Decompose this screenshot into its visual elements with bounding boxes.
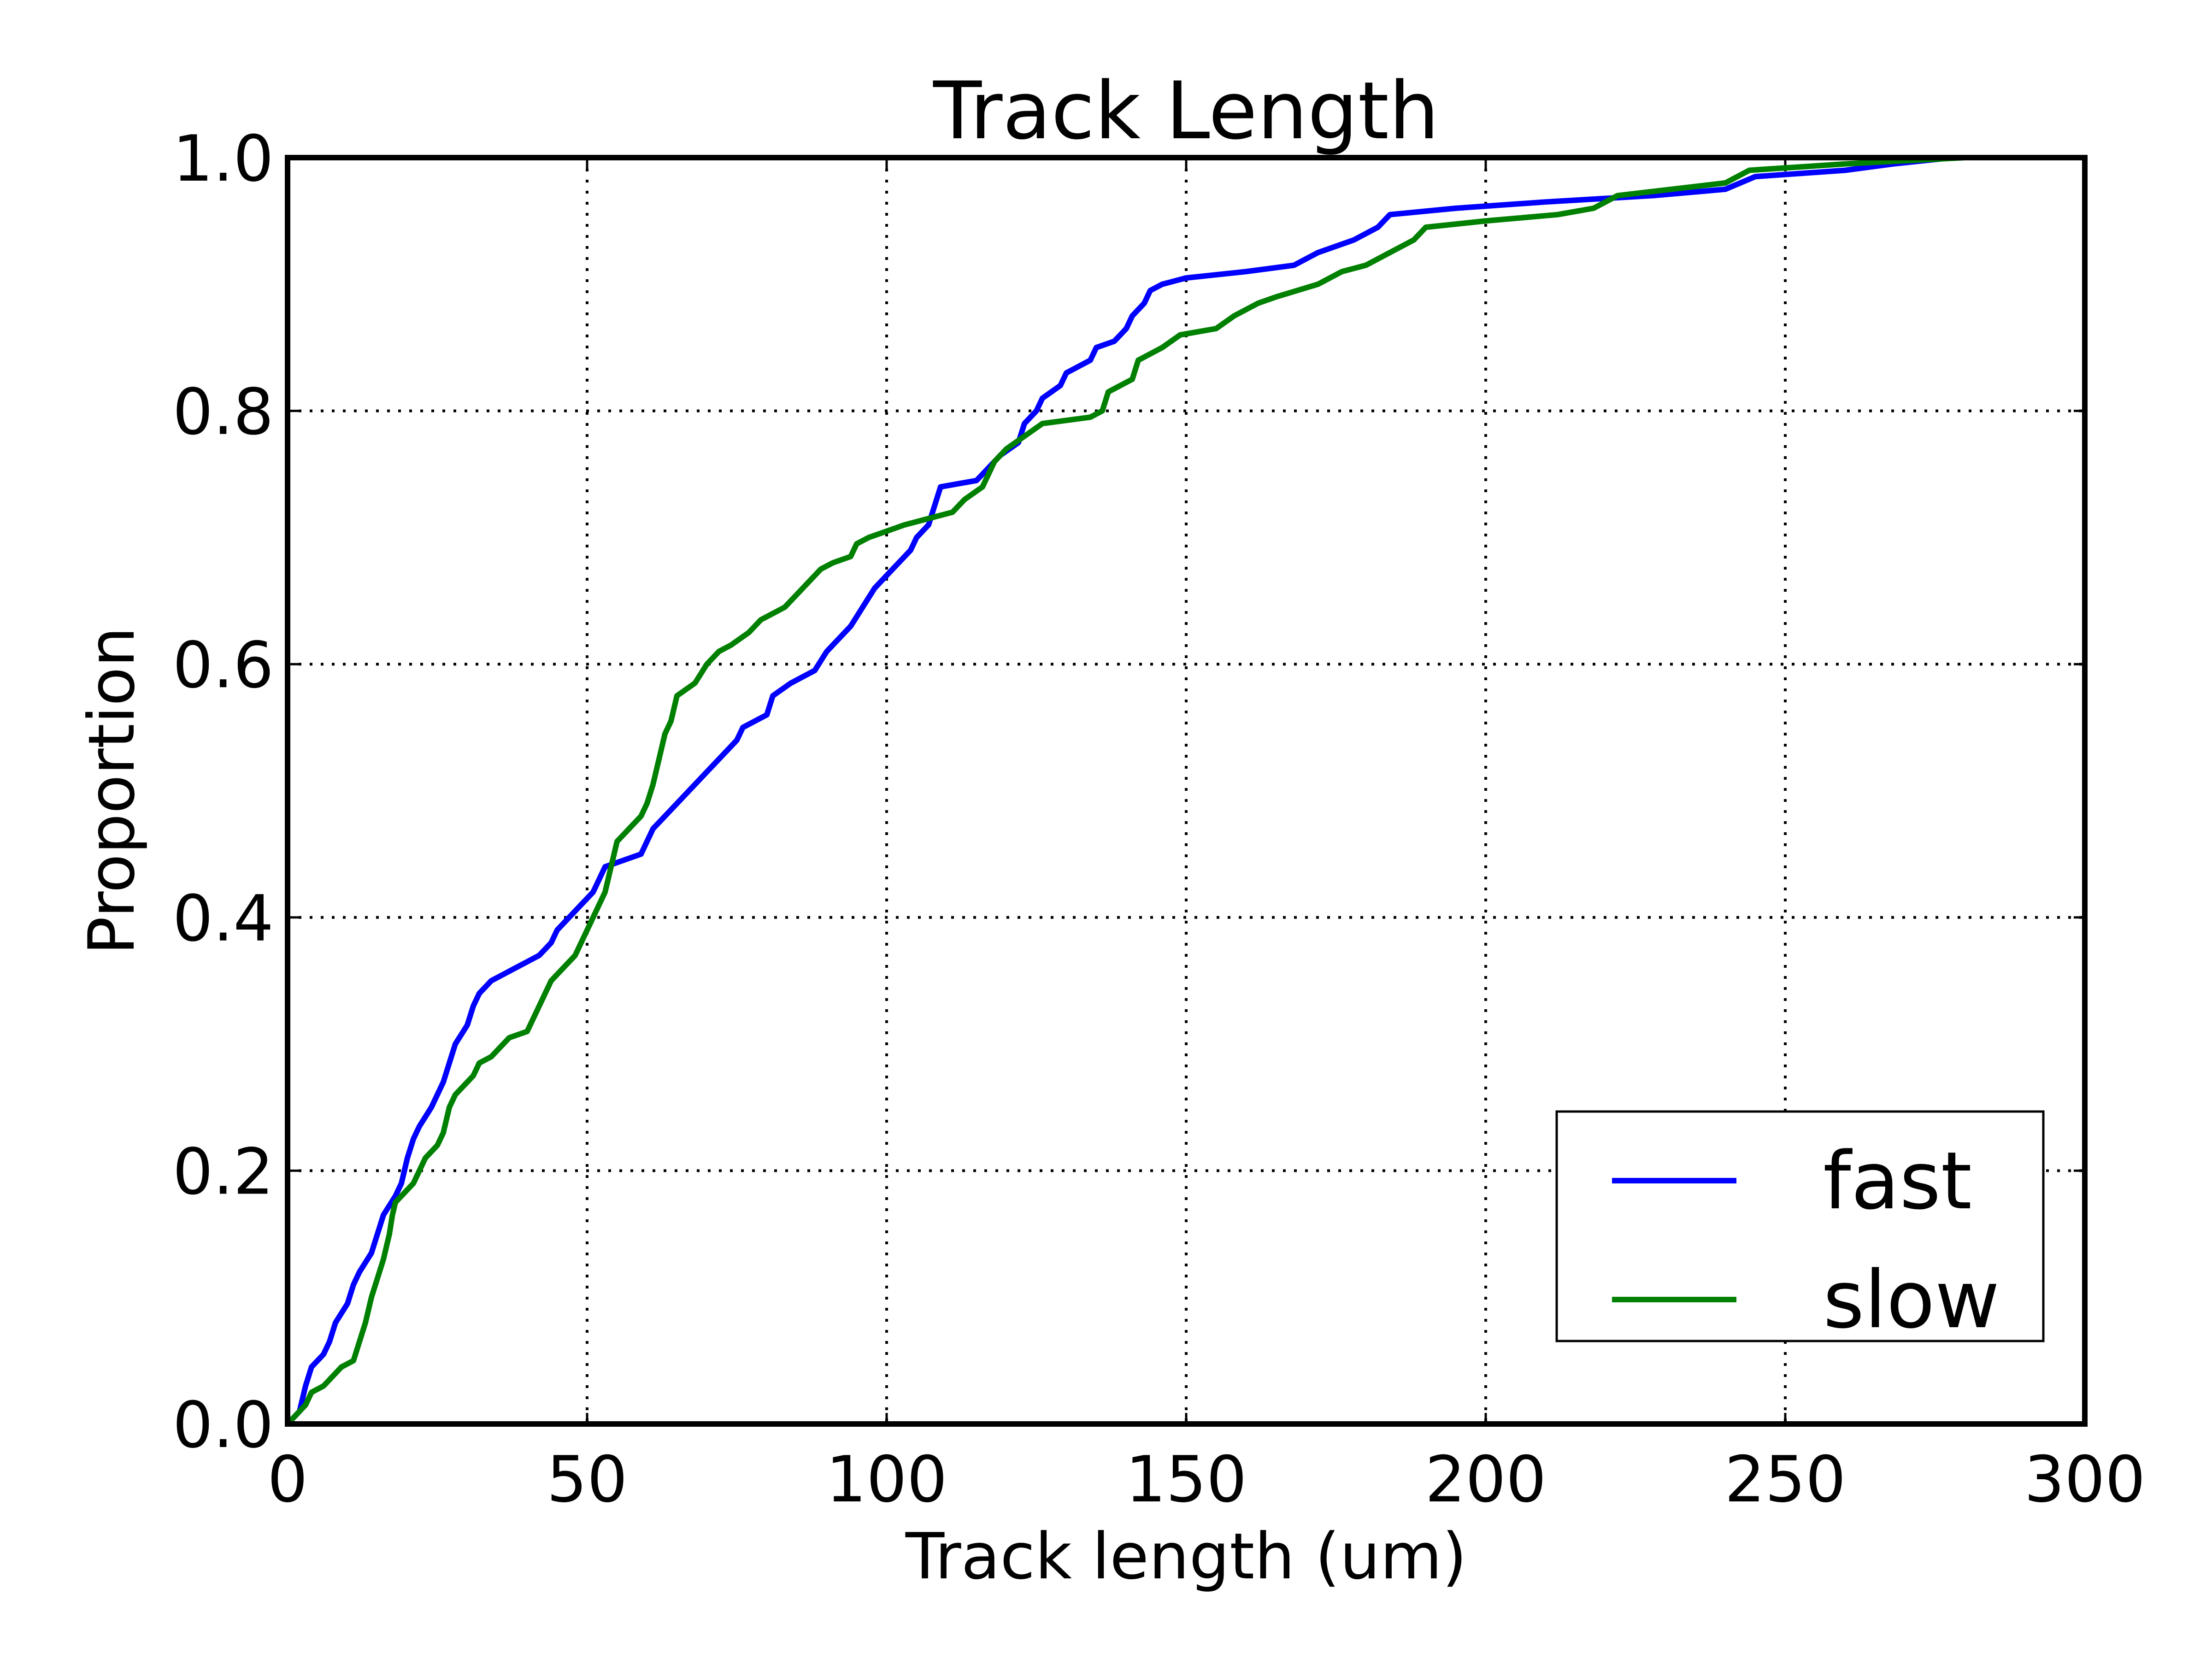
legend-box [1555, 1110, 2045, 1342]
x-tick-label: 100 [826, 1442, 947, 1517]
plot-frame [285, 155, 2088, 1427]
y-tick-label: 0.8 [173, 375, 274, 449]
x-tick-label: 250 [1724, 1442, 1846, 1517]
y-tick-label: 0.0 [173, 1388, 274, 1462]
legend-label-slow: slow [1823, 1253, 2000, 1346]
series-lines [285, 155, 1968, 1427]
x-tick-label: 150 [1125, 1442, 1247, 1517]
x-tick-label: 200 [1425, 1442, 1546, 1517]
legend-label-fast: fast [1823, 1135, 1972, 1227]
grid-lines [288, 158, 2085, 1424]
y-axis-label: Proportion [75, 627, 149, 955]
x-tick-label: 300 [2024, 1442, 2145, 1517]
y-tick-label: 0.2 [173, 1135, 274, 1209]
x-tick-label: 50 [547, 1442, 628, 1517]
y-tick-labels: 0.0 0.2 0.4 0.6 0.8 1.0 [173, 122, 274, 1462]
series-line-slow [285, 155, 1968, 1427]
y-tick-label: 0.4 [173, 882, 274, 956]
y-tick-label: 1.0 [173, 122, 274, 196]
x-axis-label: Track length (um) [905, 1519, 1467, 1594]
x-tick-labels: 0 50 100 150 200 250 300 [267, 1442, 2146, 1517]
x-tick-label: 0 [267, 1442, 308, 1517]
series-line-fast [285, 155, 1956, 1427]
legend: fast slow [1555, 1110, 2045, 1346]
y-tick-label: 0.6 [173, 628, 274, 702]
chart-title: Track Length [933, 65, 1439, 157]
